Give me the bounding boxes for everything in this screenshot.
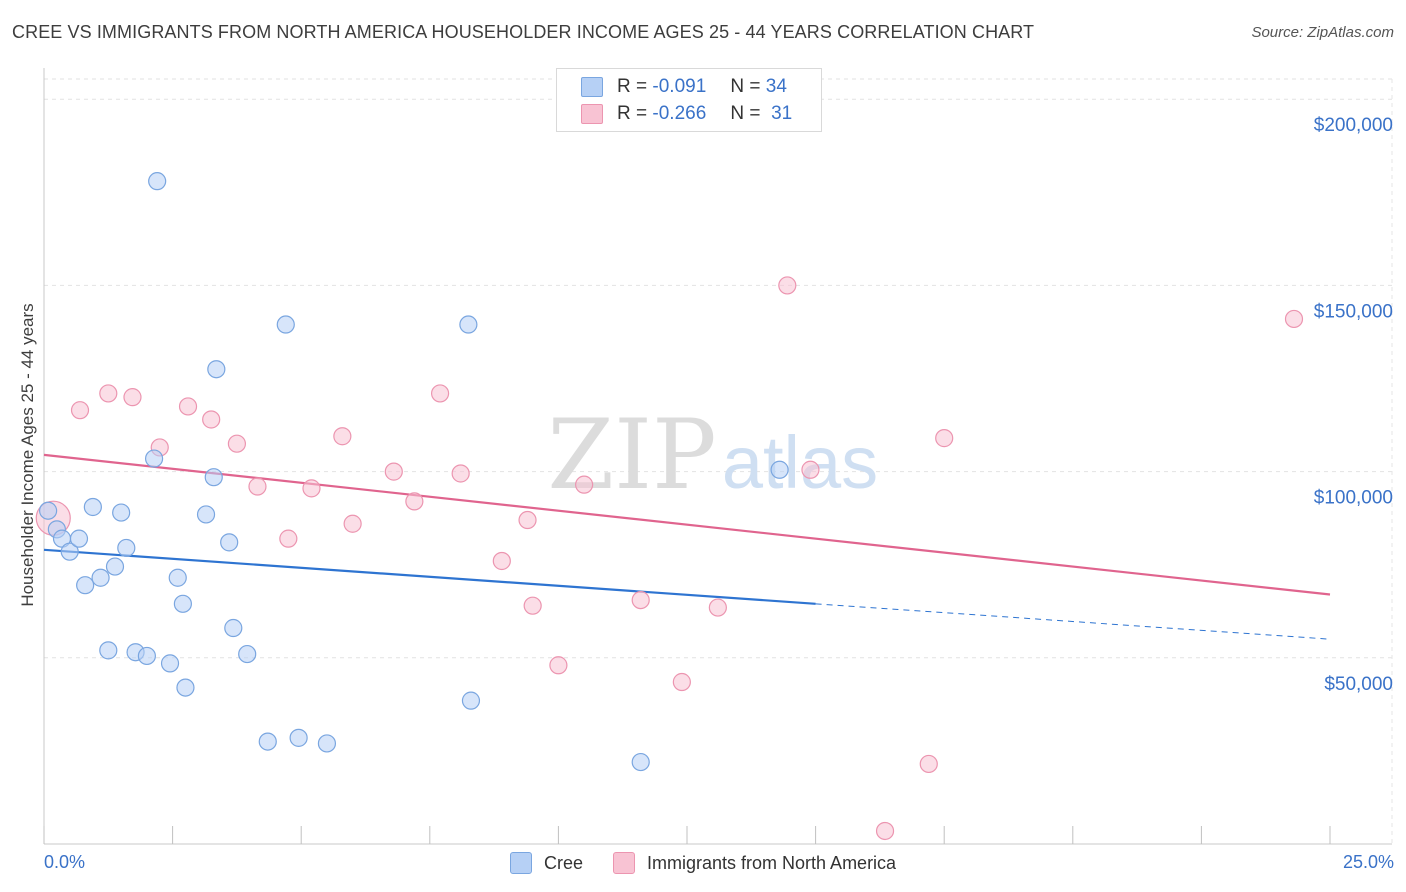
imm-point [518,510,537,530]
imm-point [178,397,198,416]
cree-point [459,315,478,334]
cree-point [207,360,226,379]
cree-point [173,594,192,613]
legend-row-cree: R = -0.091 N = 34 [581,75,787,99]
imm-point [549,656,568,675]
y-tick-labels: $50,000 $100,000 $150,000 $200,000 [1314,115,1393,695]
cree-point [91,568,110,587]
cree-legend-swatch [510,852,532,874]
y-tick-label: $200,000 [1314,115,1393,136]
cree-point [176,678,195,697]
cree-point [83,497,102,517]
imm-point [575,475,594,494]
imm-point [302,479,321,498]
cree-point [144,449,164,468]
cree-point [220,533,239,552]
cree-point [258,732,277,751]
cree-n-value: 34 [765,76,787,97]
imm-points [35,276,1304,841]
chart-title: CREE VS IMMIGRANTS FROM NORTH AMERICA HO… [12,22,1035,42]
cree-point [105,557,125,576]
r-label: R = [617,103,648,124]
y-axis-label: Householder Income Ages 25 - 44 years [18,303,37,607]
cree-point [76,576,95,595]
imm-point [672,672,691,692]
imm-point [801,460,820,479]
cree-point [461,691,481,710]
cree-legend-label: Cree [544,852,584,873]
cree-point [168,568,187,587]
cree-point [631,752,650,772]
cree-point [238,644,257,664]
imm-point [919,754,938,774]
cree-point [276,315,295,334]
series-legend: Cree Immigrants from North America [510,852,896,874]
imm-point [384,462,403,481]
axes [43,68,1393,845]
imm-r-value: -0.266 [652,103,707,124]
cree-point [39,501,58,520]
imm-n-value: 31 [771,103,793,124]
imm-point [333,427,352,446]
r-label: R = [617,76,648,97]
imm-point [935,429,954,448]
y-tick-label: $50,000 [1324,674,1393,695]
cree-point [289,728,308,747]
imm-legend-label: Immigrants from North America [647,852,897,873]
imm-point [70,401,90,420]
cree-point [69,529,89,548]
cree-points [39,172,789,772]
cree-point [770,460,789,479]
n-label: N = [730,103,761,124]
imm-point [202,410,221,429]
cree-point [99,641,118,660]
x-tick-min: 0.0% [44,852,86,872]
imm-swatch [581,104,603,124]
cree-point [148,172,167,191]
cree-trend-line [43,548,816,605]
cree-point [117,538,136,558]
source-label: Source: ZipAtlas.com [1251,24,1394,41]
cree-point [137,646,156,666]
imm-point [708,598,727,617]
y-tick-label: $150,000 [1314,301,1393,322]
cree-point [204,468,223,487]
cree-point [112,503,131,522]
cree-point [60,542,79,561]
watermark-atlas: atlas [722,421,878,504]
imm-point [123,388,142,407]
legend-row-imm: R = -0.266 N = 31 [581,102,792,126]
cree-point [224,618,243,638]
imm-point [430,384,450,403]
imm-point [405,492,424,511]
x-tick-max: 25.0% [1342,852,1394,872]
imm-point [778,276,797,295]
n-label: N = [730,76,761,97]
watermark: ZIP atlas [547,399,878,511]
imm-point [631,590,650,610]
correlation-legend: R = -0.091 N = 34 R = -0.266 N = 31 [556,68,822,132]
imm-point [1284,309,1304,329]
grid-lines [44,78,1395,659]
imm-legend-swatch [613,852,636,874]
cree-swatch [581,77,603,97]
imm-point [99,384,118,403]
imm-point [279,529,298,548]
imm-point [248,477,267,496]
y-tick-label: $100,000 [1314,488,1393,509]
watermark-zip: ZIP [547,399,716,511]
imm-point [492,551,511,571]
cree-point [317,734,337,753]
imm-point [451,464,470,483]
cree-r-value: -0.091 [652,76,707,97]
cree-trend-extension [815,603,1331,640]
cree-point [160,654,180,673]
cree-point [196,505,216,524]
imm-point [523,596,542,615]
imm-point [227,434,246,453]
imm-point [875,821,895,841]
imm-point [343,514,362,533]
